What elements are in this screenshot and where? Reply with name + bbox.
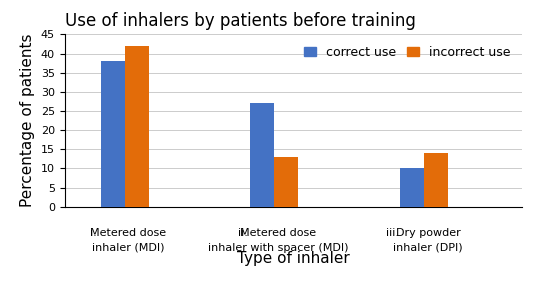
Bar [424, 153, 448, 207]
Text: i.: i. [90, 228, 96, 238]
Bar [274, 157, 299, 207]
Text: Dry powder: Dry powder [396, 228, 461, 238]
Bar [251, 103, 274, 207]
Legend: correct use, incorrect use: correct use, incorrect use [299, 41, 515, 64]
Text: Metered dose: Metered dose [240, 228, 316, 238]
Text: Metered dose: Metered dose [90, 228, 166, 238]
Bar [400, 168, 424, 207]
Text: inhaler (MDI): inhaler (MDI) [92, 243, 165, 253]
Text: Use of inhalers by patients before training: Use of inhalers by patients before train… [65, 12, 415, 30]
Text: iii.: iii. [386, 228, 399, 238]
Bar [124, 46, 148, 207]
Bar [101, 61, 124, 207]
X-axis label: Type of inhaler: Type of inhaler [237, 251, 350, 266]
Text: ii.: ii. [238, 228, 248, 238]
Text: inhaler with spacer (MDI): inhaler with spacer (MDI) [208, 243, 349, 253]
Y-axis label: Percentage of patients: Percentage of patients [20, 34, 35, 207]
Text: inhaler (DPI): inhaler (DPI) [393, 243, 463, 253]
